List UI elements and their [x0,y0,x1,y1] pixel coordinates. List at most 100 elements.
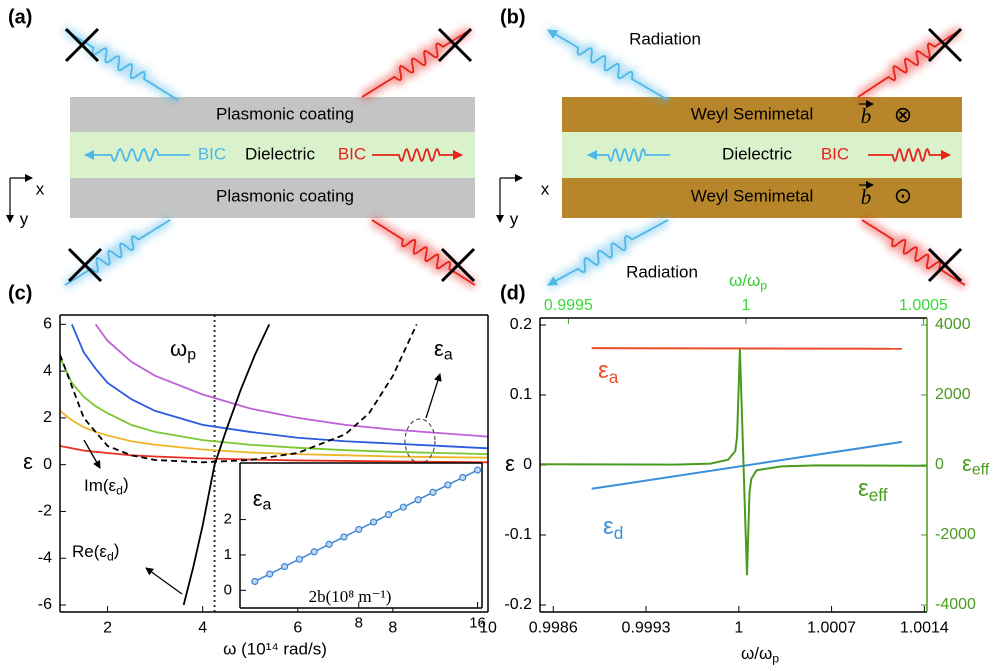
y-tick-label: -0.2 [504,596,532,613]
x-tick-label: 8 [355,614,363,631]
data-point [399,503,407,511]
y2-tick-label: 0 [935,456,944,473]
x2-axis-label-part: p [760,279,767,293]
layer-label: Plasmonic coating [216,104,354,123]
wave [547,29,669,101]
annotation-part: ) [123,475,129,494]
series-line [60,410,488,459]
y-axis-label: ε [505,451,515,476]
x-axis-label: 2b(10⁸ m⁻¹) [309,587,392,606]
y-tick-label: 1 [224,546,232,563]
data-point [295,555,303,563]
y-tick-label: 0 [43,456,52,473]
plot-area [60,315,488,612]
callout-arrow [83,439,101,469]
y-tick-label: 6 [43,316,52,333]
field-vector: b [861,104,872,128]
block-mark [64,27,100,63]
series-line [591,440,902,490]
y2-tick-label: -2000 [935,526,976,543]
panel-label: (c) [8,282,32,304]
coating-layer [70,178,475,218]
axis-name: x [36,179,45,198]
dielectric-layer [562,132,962,178]
series-line [94,323,488,438]
x-tick-label: 2 [103,620,112,637]
block-mark [67,247,103,283]
axis-name: y [510,209,519,228]
y-tick-label: 0.1 [510,386,532,403]
x-axis-label-part: ω/ω [741,644,772,663]
coating-layer [70,97,475,132]
plot-area [251,466,482,586]
x2-tick-label: 0.9995 [544,297,593,314]
panel-label: (d) [500,282,526,304]
x2-tick-label: 1 [741,297,750,314]
y-tick-label: -4 [38,549,52,566]
axis-name: y [20,209,29,228]
series-line [71,323,488,450]
series-line [60,356,488,456]
series-line [591,347,902,350]
annotation-part: ε [603,513,614,540]
block-mark [440,247,476,283]
series-line [60,323,418,464]
y-axis-label: ε [23,449,33,474]
x-tick-label: 1.0014 [900,620,949,637]
annotation-part: Re(ε [72,542,107,561]
x-tick-label: 1 [734,620,743,637]
y-tick-label: -2 [38,503,52,520]
x2-axis-label: ω/ωp [729,271,767,292]
y-tick-label: 0.2 [510,316,532,333]
panel-label: (a) [8,6,32,28]
y2-axis-label: εeff [962,451,990,479]
y2-tick-label: 4000 [935,316,971,333]
y2-axis-label-part: ε [962,451,972,476]
y-axis-label: εa [253,486,272,514]
y2-axis-label-part: eff [972,462,990,479]
y-tick-label: 4 [43,362,52,379]
x-axis-label: ω (10¹⁴ rad/s) [223,639,327,658]
annotation-part: ) [114,541,120,560]
data-point [310,548,318,556]
data-point [459,473,467,482]
data-point [444,481,452,489]
x-tick-label: 16 [469,614,486,631]
wave [372,147,463,163]
x2-tick-label: 1.0005 [899,297,948,314]
data-point [473,466,482,474]
series-line [182,323,271,606]
y-tick-label: 2 [43,409,52,426]
data-point [251,577,259,586]
callout-arrow [145,567,183,595]
panel-label: (b) [500,6,526,28]
wave [371,219,476,286]
weyl-layer [562,178,962,218]
data-point [266,570,274,578]
y-tick-label: -0.1 [504,526,532,543]
x2-axis-label-part: ω/ω [729,271,760,290]
annotation-part: Im(ε [84,476,117,495]
series-line [254,469,478,583]
wave [64,219,171,286]
callout-arrow [425,373,442,419]
wave [547,219,669,286]
series-line [60,445,488,464]
mode-label: BIC [821,144,849,163]
dielectric-layer [70,132,475,178]
axis-name: x [541,179,550,198]
annotation: εeff [858,475,888,504]
layer-label: Plasmonic coating [216,186,354,205]
annotation: ωp [170,336,196,364]
x-axis-label: ω/ωp [741,644,779,665]
data-point [414,496,422,504]
wave [868,147,951,163]
data-point [325,540,333,548]
x-tick-label: 0.9986 [529,620,578,637]
data-point [280,563,289,571]
x-axis-label-part: p [772,652,779,666]
layer-label: Weyl Semimetal [691,104,814,123]
y-tick-label: -6 [38,596,52,613]
